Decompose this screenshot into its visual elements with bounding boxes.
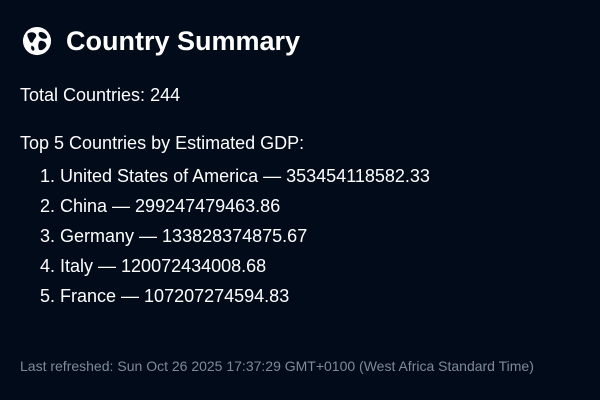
list-item: 4. Italy —120072434008.68 <box>40 251 430 281</box>
separator: — <box>139 226 158 246</box>
page-title: Country Summary <box>66 26 301 56</box>
country-gdp: 107207274594.83 <box>144 286 290 306</box>
last-refreshed-label: Last refreshed: <box>20 358 114 374</box>
separator: — <box>98 256 117 276</box>
top-countries-heading: Top 5 Countries by Estimated GDP: <box>20 133 305 153</box>
separator: — <box>263 166 282 186</box>
separator: — <box>112 196 131 216</box>
total-countries: Total Countries: 244 <box>20 83 180 107</box>
country-name: France <box>60 286 117 306</box>
country-name: United States of America <box>60 166 259 186</box>
country-name: China <box>60 196 108 216</box>
list-item: 3. Germany —133828374875.67 <box>40 221 430 251</box>
total-countries-label: Total Countries: <box>20 85 146 105</box>
country-gdp: 120072434008.68 <box>121 256 267 276</box>
country-rank: 4. <box>40 256 56 276</box>
globe-icon <box>22 26 52 56</box>
list-item: 1. United States of America —353454118582.… <box>40 161 430 191</box>
country-gdp: 299247479463.86 <box>135 196 281 216</box>
list-item: 5. France —107207274594.83 <box>40 281 430 311</box>
country-name: Italy <box>60 256 94 276</box>
country-name: Germany <box>60 226 135 246</box>
separator: — <box>121 286 140 306</box>
last-refreshed: Last refreshed: Sun Oct 26 2025 17:37:29 … <box>20 357 534 375</box>
list-item: 2. China —299247479463.86 <box>40 191 430 221</box>
country-rank: 5. <box>40 286 56 306</box>
country-rank: 2. <box>40 196 56 216</box>
country-gdp: 133828374875.67 <box>162 226 308 246</box>
page-header: Country Summary <box>22 24 300 58</box>
country-rank: 1. <box>40 166 56 186</box>
top-countries-list: 1. United States of America —353454118582.… <box>40 161 430 311</box>
country-rank: 3. <box>40 226 56 246</box>
country-gdp: 353454118582.33 <box>286 166 430 186</box>
last-refreshed-value: Sun Oct 26 2025 17:37:29 GMT+0100 (West … <box>117 358 534 374</box>
total-countries-value: 244 <box>150 85 181 105</box>
